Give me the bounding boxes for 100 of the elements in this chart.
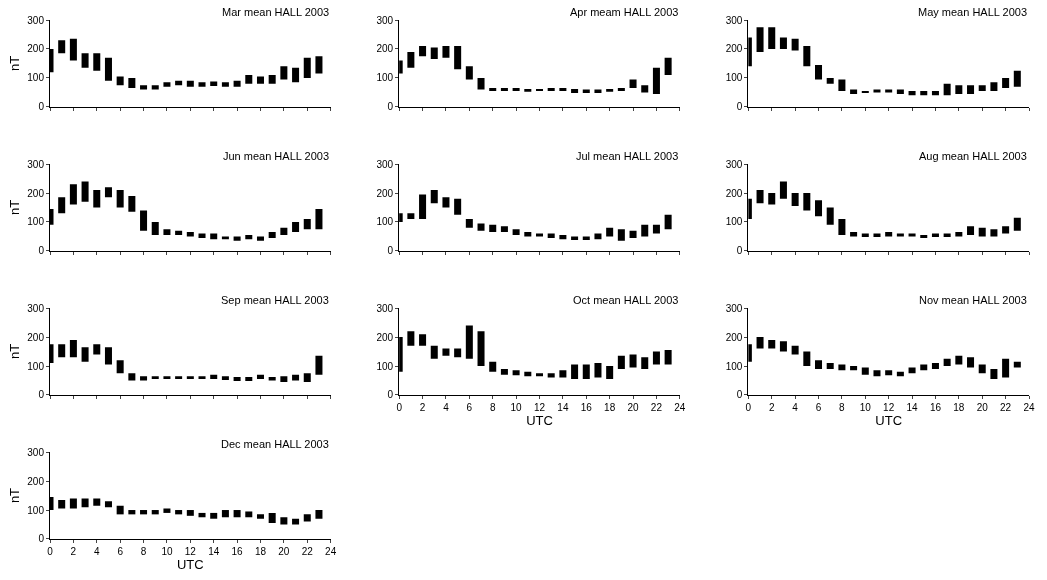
bar	[768, 27, 776, 49]
bar	[955, 355, 963, 365]
bar	[885, 370, 893, 376]
bar	[210, 374, 218, 380]
bar	[430, 190, 438, 204]
bar	[826, 207, 834, 225]
bar	[571, 88, 579, 94]
y-tick-label: 300	[27, 158, 45, 170]
x-tick-label: 10	[510, 401, 523, 413]
bar	[186, 232, 194, 237]
bar	[779, 341, 787, 352]
bar	[838, 79, 846, 91]
bar	[641, 357, 649, 369]
bar	[1002, 358, 1010, 378]
bar	[594, 363, 602, 378]
bar	[990, 368, 998, 380]
bar	[990, 229, 998, 237]
bar	[571, 236, 579, 240]
y-tick-label: 0	[387, 245, 394, 257]
bar	[606, 227, 614, 237]
bar	[175, 376, 183, 380]
bar	[151, 510, 159, 515]
x-tick-label: 24	[325, 546, 337, 557]
bar	[943, 83, 951, 96]
bar	[756, 337, 764, 349]
x-tick-label: 18	[254, 546, 267, 557]
bar	[256, 514, 264, 519]
bar	[559, 88, 567, 91]
y-tick-label: 0	[736, 101, 743, 113]
bar	[779, 181, 787, 199]
bar	[186, 510, 194, 516]
bar	[245, 75, 253, 84]
x-tick-label: 14	[906, 401, 919, 413]
bar	[128, 510, 136, 515]
bar	[221, 376, 229, 380]
x-tick-label: 24	[1023, 401, 1035, 413]
x-tick-label: 2	[70, 546, 77, 557]
bar	[477, 223, 485, 231]
bar	[315, 355, 323, 375]
x-tick-label: 20	[976, 401, 989, 413]
x-tick-label: 4	[792, 401, 799, 413]
bar	[606, 88, 614, 92]
y-tick-label: 100	[376, 216, 394, 228]
y-tick-label: 200	[376, 43, 394, 55]
bar	[477, 331, 485, 367]
bar	[303, 373, 311, 382]
bar	[104, 187, 112, 198]
bar	[489, 361, 497, 372]
bar	[163, 376, 171, 380]
bar	[652, 351, 660, 365]
bar	[93, 498, 101, 506]
bar	[861, 90, 869, 93]
bar	[978, 85, 986, 91]
bar	[629, 79, 637, 89]
y-tick-label: 300	[376, 14, 394, 26]
x-tick-label: 4	[443, 401, 450, 413]
bar	[815, 64, 823, 80]
bar	[407, 213, 415, 220]
bar	[442, 46, 450, 58]
bar	[292, 221, 300, 233]
x-tick-label: 22	[301, 546, 314, 557]
bar	[908, 367, 916, 374]
bar	[512, 370, 520, 376]
bar	[292, 518, 300, 525]
y-tick-label: 0	[38, 101, 45, 113]
y-tick-label: 100	[725, 72, 743, 84]
x-tick-label: 2	[768, 401, 775, 413]
x-tick-label: 10	[859, 401, 872, 413]
y-tick-label: 0	[387, 101, 394, 113]
bar	[547, 373, 555, 378]
bar	[896, 89, 904, 94]
y-tick-label: 200	[27, 475, 45, 487]
bar	[116, 190, 124, 208]
x-tick-label: 6	[117, 546, 124, 557]
bar	[151, 85, 159, 90]
bar	[128, 195, 136, 212]
bar	[885, 232, 893, 237]
bar	[58, 344, 66, 358]
bar	[978, 364, 986, 374]
x-tick-label: 12	[184, 546, 197, 557]
y-tick-label: 300	[27, 302, 45, 314]
bar	[500, 368, 508, 375]
bar	[186, 80, 194, 87]
bar	[280, 227, 288, 236]
bar	[931, 90, 939, 96]
bar	[221, 82, 229, 87]
bar	[943, 358, 951, 367]
y-tick-label: 200	[725, 43, 743, 55]
bar	[151, 221, 159, 236]
y-tick-label: 0	[38, 245, 45, 257]
bar	[641, 85, 649, 93]
y-axis-title: nT	[7, 343, 23, 360]
bar	[465, 325, 473, 359]
bar	[559, 370, 567, 378]
bar	[547, 233, 555, 238]
bar	[93, 190, 101, 208]
y-tick-label: 300	[27, 446, 45, 458]
y-tick-label: 100	[376, 360, 394, 372]
bar	[69, 38, 77, 61]
chart-title: Aug mean HALL 2003	[919, 150, 1027, 162]
